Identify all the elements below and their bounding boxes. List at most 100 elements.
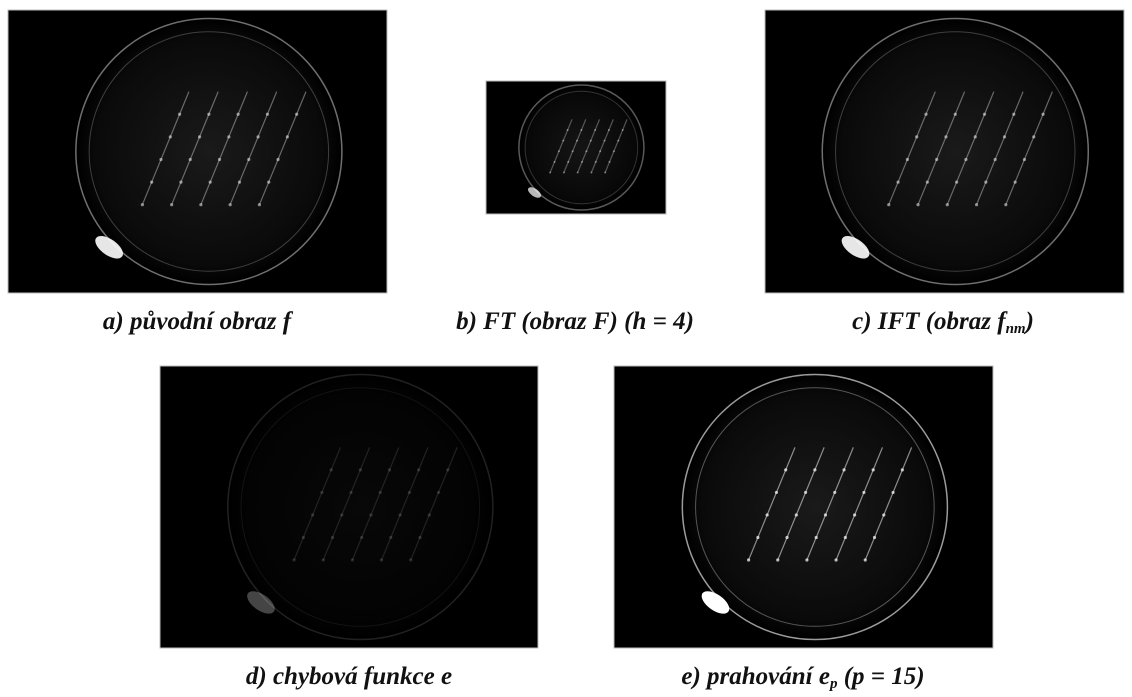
speck: [1041, 113, 1044, 116]
speck: [408, 491, 411, 494]
speck: [340, 513, 343, 516]
speck: [887, 203, 890, 206]
speck: [179, 180, 182, 183]
speck: [833, 491, 836, 494]
speck: [198, 135, 201, 138]
figure: a) původní obraz f b) FT (obraz F) (h = 4…: [0, 0, 1132, 697]
speck: [590, 140, 592, 142]
speck: [924, 113, 927, 116]
speck: [567, 129, 569, 131]
speck: [388, 468, 391, 471]
speck: [608, 129, 610, 131]
speck: [824, 513, 827, 516]
speck: [906, 158, 909, 161]
speck: [994, 158, 997, 161]
speck: [399, 513, 402, 516]
speck: [227, 135, 230, 138]
caption: c) IFT (obraz fnm): [852, 308, 1034, 338]
speck: [935, 158, 938, 161]
speck: [380, 558, 383, 561]
speck: [842, 468, 845, 471]
speck: [170, 203, 173, 206]
caption-text: a) původní obraz f: [103, 308, 294, 335]
caption-text: c) IFT (obraz f: [852, 308, 1008, 335]
caption-text: e) prahování e: [681, 663, 830, 690]
speck: [964, 158, 967, 161]
speck: [379, 491, 382, 494]
speck: [351, 558, 354, 561]
speck: [872, 468, 875, 471]
speck: [984, 180, 987, 183]
speck: [1023, 158, 1026, 161]
speck: [916, 203, 919, 206]
speck: [756, 536, 759, 539]
caption: e) prahování ep (p = 15): [681, 663, 924, 693]
speck: [580, 129, 582, 131]
speck: [613, 150, 615, 152]
speck: [256, 135, 259, 138]
speck: [775, 491, 778, 494]
speck: [915, 135, 918, 138]
speck: [207, 113, 210, 116]
caption-tail: (p = 15): [837, 663, 924, 690]
speck: [331, 536, 334, 539]
speck: [891, 491, 894, 494]
speck: [776, 558, 779, 561]
speck: [320, 491, 323, 494]
speck: [567, 161, 569, 163]
image-panel: [486, 81, 666, 214]
speck: [834, 558, 837, 561]
speck: [292, 558, 295, 561]
caption-text: d) chybová funkce e: [246, 663, 452, 690]
speck: [864, 558, 867, 561]
speck: [844, 536, 847, 539]
speck: [247, 158, 250, 161]
speck: [389, 536, 392, 539]
speck: [805, 558, 808, 561]
speck: [983, 113, 986, 116]
speck: [558, 150, 560, 152]
speck: [577, 172, 579, 174]
speck: [1014, 180, 1017, 183]
speck: [428, 513, 431, 516]
speck: [946, 203, 949, 206]
speck: [766, 513, 769, 516]
speck: [369, 513, 372, 516]
speck: [815, 536, 818, 539]
speck: [882, 513, 885, 516]
speck: [585, 150, 587, 152]
speck: [896, 180, 899, 183]
speck: [813, 468, 816, 471]
speck: [604, 140, 606, 142]
speck: [795, 513, 798, 516]
speck: [417, 468, 420, 471]
speck: [409, 558, 412, 561]
speck: [576, 140, 578, 142]
speck: [1012, 113, 1015, 116]
speck: [549, 172, 551, 174]
caption-text: b) FT (obraz F) (h = 4): [456, 308, 694, 335]
speck: [975, 203, 978, 206]
speck: [322, 558, 325, 561]
speck: [954, 113, 957, 116]
caption: b) FT (obraz F) (h = 4): [456, 308, 694, 335]
speck: [286, 135, 289, 138]
speck: [141, 203, 144, 206]
speck: [189, 158, 192, 161]
speck: [873, 536, 876, 539]
speck: [572, 150, 574, 152]
caption-subscript: p: [828, 676, 838, 692]
speck: [785, 536, 788, 539]
speck: [974, 135, 977, 138]
caption: d) chybová funkce e: [246, 663, 452, 690]
speck: [360, 536, 363, 539]
speck: [311, 513, 314, 516]
speck: [302, 536, 305, 539]
caption-tail: ): [1024, 308, 1034, 335]
speck: [862, 491, 865, 494]
speck: [266, 113, 269, 116]
speck: [609, 161, 611, 163]
speck: [276, 158, 279, 161]
speck: [926, 180, 929, 183]
speck: [853, 513, 856, 516]
